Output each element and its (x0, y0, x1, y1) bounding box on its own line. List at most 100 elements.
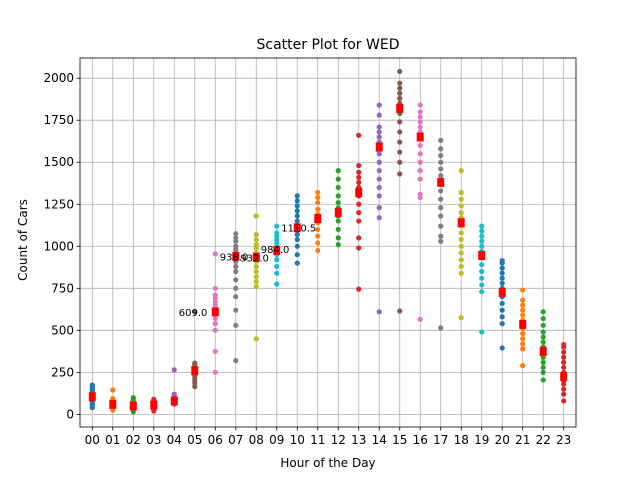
data-point (233, 294, 239, 300)
data-point (499, 275, 505, 281)
x-tick-label: 21 (515, 433, 530, 447)
data-point (294, 243, 300, 249)
x-tick-label: 06 (208, 433, 223, 447)
median-marker (314, 214, 322, 224)
data-point (233, 285, 239, 291)
data-point (417, 102, 423, 108)
y-axis-label: Count of Cars (16, 199, 30, 281)
data-point (458, 230, 464, 236)
data-point (479, 262, 485, 268)
data-point (89, 382, 95, 388)
data-point (458, 250, 464, 256)
data-point (315, 247, 321, 254)
data-point (458, 263, 464, 270)
median-marker (109, 399, 117, 409)
data-point (438, 146, 444, 152)
data-point (397, 129, 403, 135)
y-tick-label: 500 (51, 323, 74, 337)
annotation-label: 938.0 (220, 253, 249, 264)
median-marker (129, 401, 137, 411)
data-point (417, 119, 423, 125)
median-marker (334, 208, 342, 218)
data-point (253, 263, 259, 270)
data-point (438, 152, 444, 159)
data-point (479, 238, 485, 244)
chart-title: Scatter Plot for WED (257, 37, 400, 53)
data-point (294, 203, 300, 209)
data-point (335, 218, 341, 224)
data-point (233, 307, 239, 313)
data-point (499, 265, 505, 271)
median-marker (170, 396, 178, 406)
data-point (417, 124, 423, 130)
data-point (151, 396, 157, 402)
data-point (376, 102, 382, 108)
data-point (233, 263, 239, 270)
data-point (294, 218, 300, 224)
y-ticks: 0 250 500 750 1000 1250 1500 1750 2000 (43, 71, 80, 421)
median-marker (478, 251, 486, 261)
data-points (89, 68, 567, 415)
grid (80, 58, 576, 427)
data-point (458, 236, 464, 243)
data-point (335, 168, 341, 174)
data-point (376, 129, 382, 135)
median-marker (191, 366, 199, 376)
data-point (540, 377, 546, 383)
data-point (561, 391, 567, 397)
data-point (356, 286, 362, 292)
annotation-label: 984.0 (261, 245, 290, 256)
data-point (397, 119, 403, 125)
data-point (397, 149, 403, 155)
data-point (294, 198, 300, 204)
data-point (397, 80, 403, 86)
data-point (376, 112, 382, 118)
median-marker (150, 400, 158, 410)
x-tick-label: 04 (167, 433, 182, 447)
data-point (438, 325, 444, 331)
data-point (294, 193, 300, 199)
data-point (417, 109, 423, 115)
data-point (356, 179, 362, 186)
data-point (520, 336, 526, 342)
data-point (397, 159, 403, 165)
x-tick-label: 05 (187, 433, 202, 447)
data-point (479, 233, 485, 239)
y-tick-label: 1250 (43, 197, 74, 211)
data-point (315, 199, 321, 206)
data-point (417, 191, 423, 197)
data-point (499, 270, 505, 276)
data-point (233, 322, 239, 328)
data-point (233, 268, 239, 275)
data-point (315, 240, 321, 246)
x-tick-label: 18 (454, 433, 469, 447)
data-point (294, 231, 300, 238)
data-point (520, 363, 526, 369)
data-point (520, 287, 526, 293)
data-point (520, 331, 526, 337)
data-point (458, 196, 464, 202)
x-tick-label: 13 (351, 433, 366, 447)
x-axis-label: Hour of the Day (280, 456, 375, 470)
data-point (520, 307, 526, 313)
data-point (458, 203, 464, 209)
data-point (356, 132, 362, 138)
data-point (499, 345, 505, 351)
data-point (397, 85, 403, 91)
data-point (294, 208, 300, 214)
data-point (499, 300, 505, 307)
data-point (253, 336, 259, 342)
data-point (499, 307, 505, 313)
data-point (212, 369, 218, 375)
x-tick-label: 07 (228, 433, 243, 447)
data-point (110, 387, 116, 393)
data-point (540, 334, 546, 340)
data-point (561, 354, 567, 360)
data-point (458, 210, 464, 216)
data-point (376, 151, 382, 157)
data-point (561, 364, 567, 370)
data-point (253, 213, 259, 219)
data-point (253, 268, 259, 275)
